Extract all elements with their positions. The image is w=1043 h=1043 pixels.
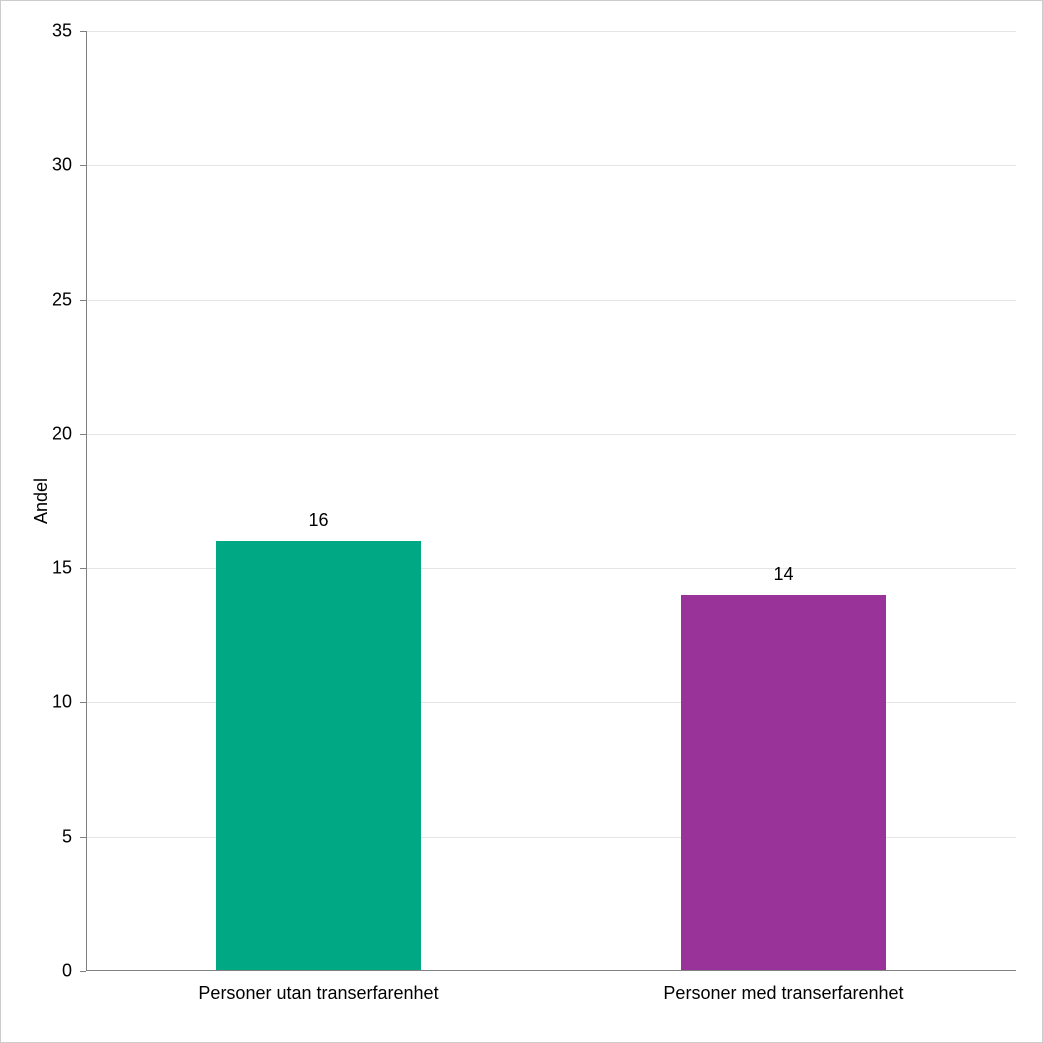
chart-container: Andel 0 5 10 15 20 25 30 35 16 14 Personer utan … bbox=[0, 0, 1043, 1043]
y-tick-label: 25 bbox=[52, 289, 72, 310]
x-axis-line bbox=[86, 970, 1016, 971]
x-tick-label: Personer utan transerfarenhet bbox=[198, 983, 438, 1004]
y-tick-mark bbox=[80, 971, 86, 972]
y-tick-label: 0 bbox=[62, 961, 72, 982]
x-tick-label: Personer med transerfarenhet bbox=[663, 983, 903, 1004]
grid-line bbox=[86, 165, 1016, 166]
bar-value-label: 16 bbox=[216, 510, 421, 531]
y-tick-label: 20 bbox=[52, 423, 72, 444]
y-axis-label: Andel bbox=[31, 478, 52, 524]
grid-line bbox=[86, 31, 1016, 32]
y-tick-label: 5 bbox=[62, 826, 72, 847]
y-axis-line bbox=[86, 31, 87, 971]
grid-line bbox=[86, 434, 1016, 435]
bar: 16 bbox=[216, 541, 421, 971]
bar-value-label: 14 bbox=[681, 564, 886, 585]
y-tick-label: 15 bbox=[52, 558, 72, 579]
bar: 14 bbox=[681, 595, 886, 971]
grid-line bbox=[86, 300, 1016, 301]
y-tick-label: 35 bbox=[52, 21, 72, 42]
plot-area: Andel 05101520253035 1614 Personer utan … bbox=[86, 31, 1016, 971]
y-tick-label: 10 bbox=[52, 692, 72, 713]
y-tick-label: 30 bbox=[52, 155, 72, 176]
